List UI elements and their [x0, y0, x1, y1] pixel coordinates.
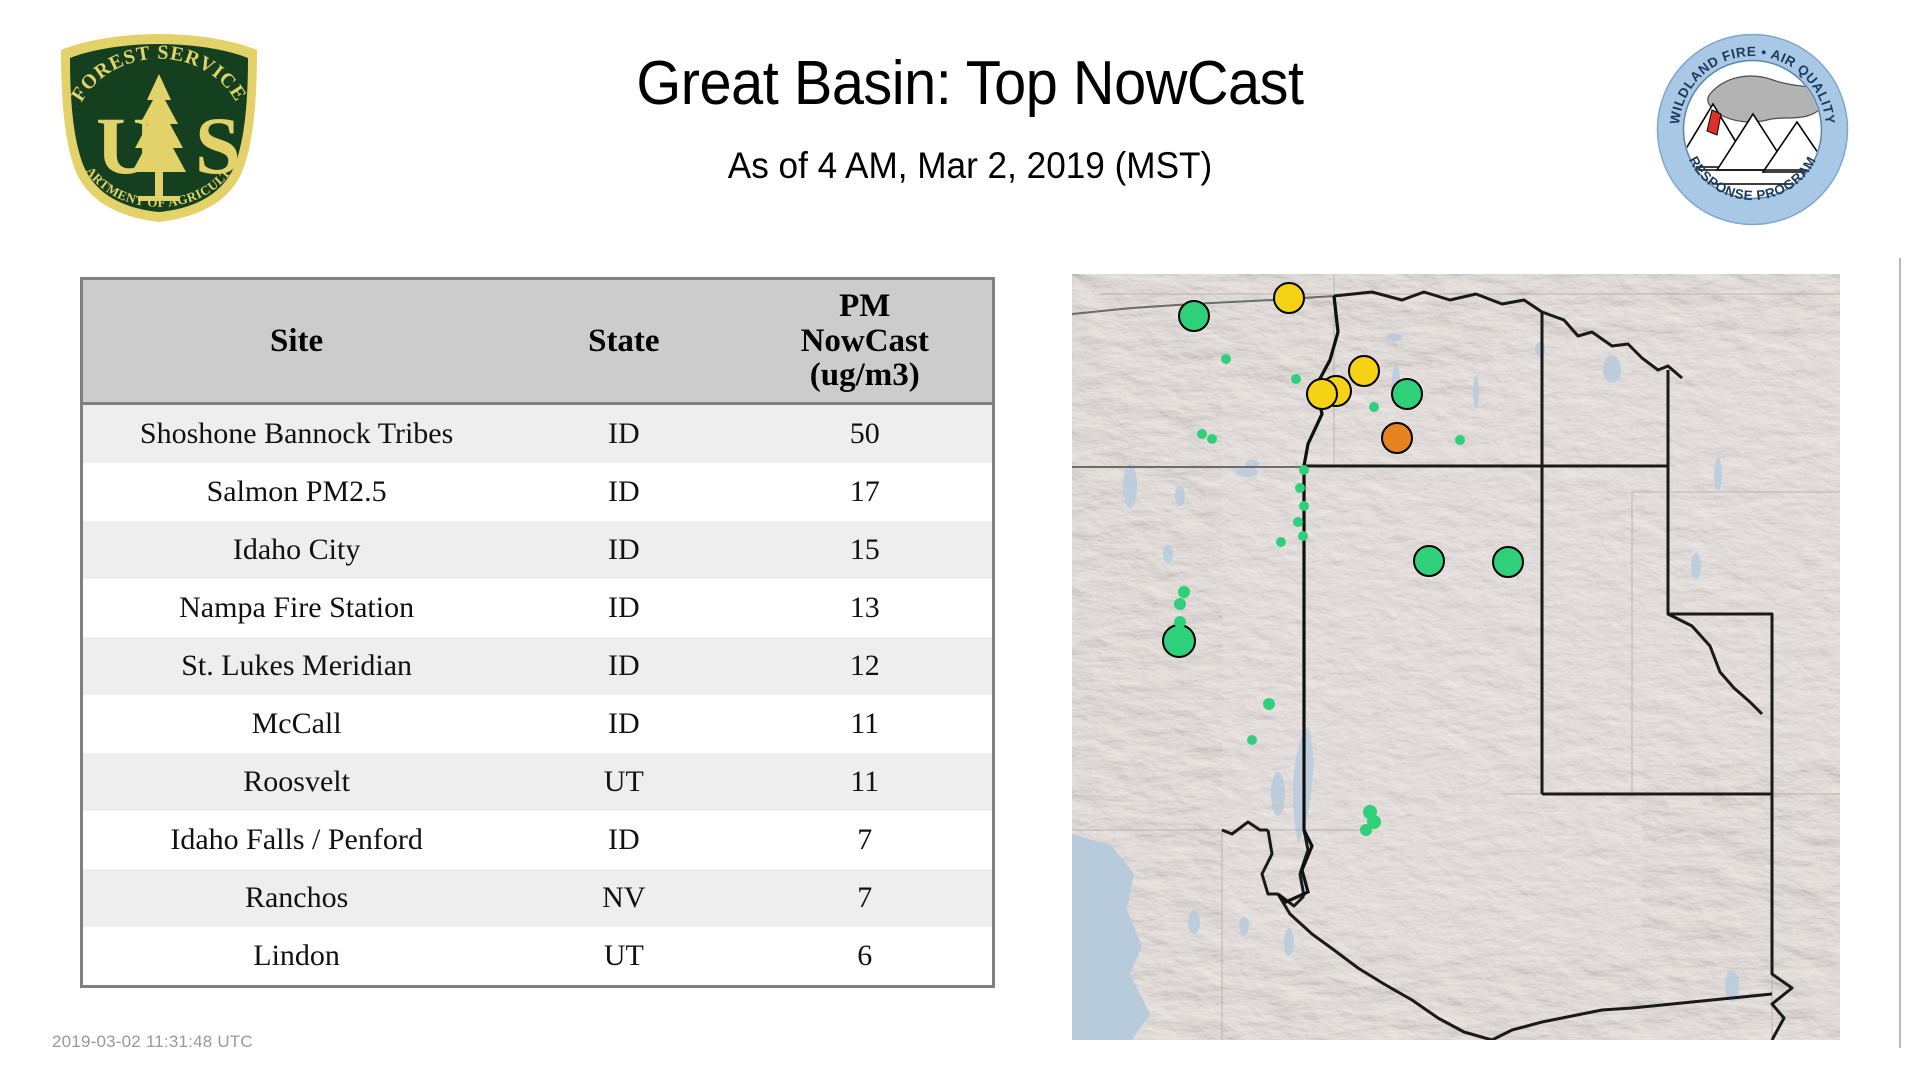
cell-site: Idaho City — [83, 521, 511, 579]
cell-state: NV — [510, 869, 738, 927]
cell-site: Shoshone Bannock Tribes — [83, 403, 511, 463]
cell-pm: 7 — [737, 869, 992, 927]
cell-pm: 15 — [737, 521, 992, 579]
cell-state: ID — [510, 403, 738, 463]
monitor-dot-good[interactable] — [1162, 624, 1196, 658]
monitor-dot-moderate[interactable] — [1348, 355, 1380, 387]
monitor-dot-good[interactable] — [1276, 537, 1286, 547]
cell-site: Ranchos — [83, 869, 511, 927]
cell-pm: 17 — [737, 463, 992, 521]
pacific-ocean — [1072, 834, 1150, 1040]
pm-header-line-1: PM — [839, 287, 891, 324]
monitor-dot-good[interactable] — [1247, 735, 1257, 745]
monitor-dot-good[interactable] — [1299, 465, 1309, 475]
cell-site: Salmon PM2.5 — [83, 463, 511, 521]
monitor-dot-moderate[interactable] — [1306, 378, 1338, 410]
page-title: Great Basin: Top NowCast — [636, 49, 1304, 118]
cell-state: ID — [510, 637, 738, 695]
cell-state: UT — [510, 927, 738, 985]
title-block: Great Basin: Top NowCast As of 4 AM, Mar… — [300, 48, 1640, 188]
monitor-dot-good[interactable] — [1298, 531, 1308, 541]
monitor-dot-good[interactable] — [1295, 483, 1305, 493]
monitor-dot-good[interactable] — [1391, 378, 1423, 410]
monitor-dot-good[interactable] — [1369, 402, 1379, 412]
monitor-dot-good[interactable] — [1174, 616, 1186, 628]
monitor-dot-good[interactable] — [1197, 429, 1207, 439]
cell-state: ID — [510, 695, 738, 753]
pm-header-line-2: NowCast — [800, 322, 929, 359]
wfaqrp-logo: WILDLAND FIRE • AIR QUALITY RESPONSE PRO… — [1655, 32, 1850, 227]
monitor-dot-moderate[interactable] — [1273, 282, 1305, 314]
column-header-site: Site — [83, 280, 511, 405]
cell-pm: 12 — [737, 637, 992, 695]
monitor-dot-good[interactable] — [1263, 698, 1275, 710]
pm-header-line-3: (ug/m3) — [809, 357, 920, 394]
table-row: Lindon UT 6 — [83, 927, 992, 985]
monitor-map-panel[interactable] — [1072, 274, 1840, 1040]
table-row: Idaho City ID 15 — [83, 521, 992, 579]
cell-state: ID — [510, 579, 738, 637]
table-row: St. Lukes Meridian ID 12 — [83, 637, 992, 695]
monitor-dot-good[interactable] — [1299, 501, 1309, 511]
column-header-state: State — [510, 280, 738, 405]
us-forest-service-shield-logo: FOREST SERVICE U S DEPARTMENT OF AGRICUL… — [47, 18, 267, 225]
page-header: FOREST SERVICE U S DEPARTMENT OF AGRICUL… — [0, 0, 1920, 230]
cell-site: Roosvelt — [83, 753, 511, 811]
nowcast-table-container: Site State PM NowCast (ug/m3) Shoshone B… — [80, 277, 995, 988]
cell-site: Idaho Falls / Penford — [83, 811, 511, 869]
cell-state: UT — [510, 753, 738, 811]
monitor-dot-good[interactable] — [1293, 517, 1303, 527]
monitor-dot-good[interactable] — [1360, 824, 1372, 836]
monitor-dot-usg[interactable] — [1381, 422, 1413, 454]
cell-pm: 7 — [737, 811, 992, 869]
flame-marker-icon — [1706, 109, 1722, 136]
monitor-dot-good[interactable] — [1413, 545, 1445, 577]
shield-letter-s: S — [195, 100, 241, 191]
table-row: Salmon PM2.5 ID 17 — [83, 463, 992, 521]
table-row: McCall ID 11 — [83, 695, 992, 753]
nowcast-table: Site State PM NowCast (ug/m3) Shoshone B… — [83, 280, 992, 985]
table-row: Idaho Falls / Penford ID 7 — [83, 811, 992, 869]
cell-site: Lindon — [83, 927, 511, 985]
cell-state: ID — [510, 463, 738, 521]
cell-site: McCall — [83, 695, 511, 753]
cell-pm: 50 — [737, 403, 992, 463]
cell-pm: 6 — [737, 927, 992, 985]
monitor-dot-good[interactable] — [1291, 374, 1301, 384]
table-row: Shoshone Bannock Tribes ID 50 — [83, 403, 992, 463]
monitor-dot-good[interactable] — [1221, 354, 1231, 364]
cell-site: Nampa Fire Station — [83, 579, 511, 637]
cell-pm: 11 — [737, 695, 992, 753]
table-header-row: Site State PM NowCast (ug/m3) — [83, 280, 992, 405]
cell-state: ID — [510, 811, 738, 869]
map-range-texture — [1222, 334, 1840, 954]
page-subtitle: As of 4 AM, Mar 2, 2019 (MST) — [727, 145, 1213, 186]
cell-state: ID — [510, 521, 738, 579]
monitor-dot-good[interactable] — [1492, 546, 1524, 578]
cell-site: St. Lukes Meridian — [83, 637, 511, 695]
column-header-pm-nowcast: PM NowCast (ug/m3) — [737, 280, 992, 405]
cell-pm: 13 — [737, 579, 992, 637]
monitor-dot-good[interactable] — [1178, 300, 1210, 332]
monitor-dot-good[interactable] — [1455, 435, 1465, 445]
monitor-dot-good[interactable] — [1207, 434, 1217, 444]
generated-timestamp: 2019-03-02 11:31:48 UTC — [52, 1032, 253, 1051]
table-row: Ranchos NV 7 — [83, 869, 992, 927]
cell-pm: 11 — [737, 753, 992, 811]
map-terrain-canvas — [1072, 274, 1840, 1040]
table-body: Shoshone Bannock Tribes ID 50 Salmon PM2.5 I… — [83, 403, 992, 985]
monitor-dot-good[interactable] — [1178, 586, 1190, 598]
pine-tree-icon — [132, 74, 186, 201]
slide-right-rule — [1899, 258, 1901, 1048]
table-row: Nampa Fire Station ID 13 — [83, 579, 992, 637]
table-row: Roosvelt UT 11 — [83, 753, 992, 811]
monitor-dot-good[interactable] — [1174, 598, 1186, 610]
table-head: Site State PM NowCast (ug/m3) — [83, 280, 992, 405]
